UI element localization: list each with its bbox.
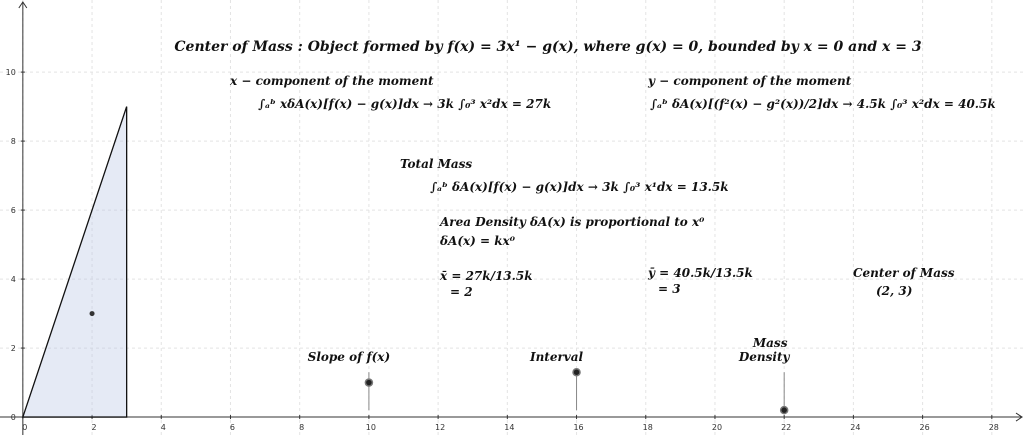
x-tick-label: 14 bbox=[504, 423, 514, 432]
formula-text: (2, 3) bbox=[876, 284, 912, 298]
x-tick-label: 28 bbox=[989, 423, 999, 432]
x-tick-label: 20 bbox=[712, 423, 722, 432]
title: Center of Mass : Object formed by f(x) =… bbox=[174, 39, 921, 55]
x-tick-label: 6 bbox=[230, 423, 235, 432]
slider-label: Slope of f(x) bbox=[308, 350, 390, 364]
x-tick-label: 10 bbox=[366, 423, 376, 432]
formula-text: Area Density δA(x) is proportional to x⁰ bbox=[439, 215, 705, 229]
x-tick-label: 16 bbox=[573, 423, 583, 432]
x-tick-label: 26 bbox=[920, 423, 930, 432]
formula-text: x̄ = 27k/13.5k bbox=[439, 269, 533, 283]
formula-text: x − component of the moment bbox=[229, 74, 434, 88]
slider-label: Density bbox=[738, 350, 791, 364]
formula-text: Total Mass bbox=[400, 157, 472, 171]
x-tick-label: 2 bbox=[92, 423, 97, 432]
x-tick-label: 8 bbox=[299, 423, 304, 432]
x-tick-label: 18 bbox=[643, 423, 653, 432]
x-tick-label: 22 bbox=[781, 423, 791, 432]
formula-text: ∫ₐᵇ δA(x)[f(x) − g(x)]dx → 3k ∫₀³ x¹dx =… bbox=[430, 180, 729, 194]
slider-handle[interactable] bbox=[572, 367, 581, 377]
formula-text: ȳ = 40.5k/13.5k bbox=[647, 266, 753, 280]
x-axis-arrow bbox=[1015, 412, 1023, 422]
formula-text: δA(x) = kx⁰ bbox=[439, 234, 516, 248]
x-tick-label: 4 bbox=[161, 423, 166, 432]
region bbox=[21, 106, 128, 418]
y-tick-label: 10 bbox=[6, 68, 16, 77]
formula-text: y − component of the moment bbox=[647, 74, 852, 88]
slider-label: Mass bbox=[752, 336, 788, 350]
formula-text: ∫ₐᵇ δA(x)[(f²(x) − g²(x))/2]dx → 4.5k ∫₀… bbox=[650, 97, 996, 111]
y-tick-label: 4 bbox=[11, 275, 16, 284]
y-tick-label: 6 bbox=[11, 206, 16, 215]
formula-text: ∫ₐᵇ xδA(x)[f(x) − g(x)]dx → 3k ∫₀³ x²dx … bbox=[258, 97, 551, 111]
x-tick-label: 24 bbox=[850, 423, 860, 432]
x-tick-label: 12 bbox=[435, 423, 445, 432]
x-tick-label: 0 bbox=[22, 423, 27, 432]
formula-text: = 3 bbox=[658, 282, 681, 296]
slider-handle[interactable] bbox=[779, 405, 789, 415]
formula-text: Center of Mass bbox=[853, 266, 955, 280]
slider-handle[interactable] bbox=[364, 378, 374, 387]
formula-text: = 2 bbox=[450, 285, 473, 299]
y-tick-label: 2 bbox=[11, 344, 16, 353]
slider-label: Interval bbox=[529, 350, 584, 364]
center-point bbox=[89, 311, 95, 317]
y-axis-arrow bbox=[18, 1, 28, 9]
y-tick-label: 8 bbox=[11, 137, 16, 146]
